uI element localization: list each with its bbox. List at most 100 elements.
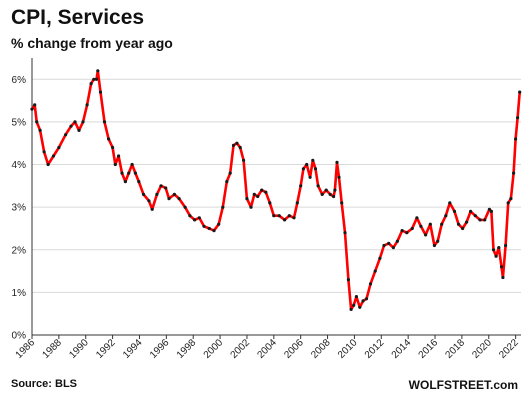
data-point [494,254,498,258]
x-tick-label: 1990 [67,337,91,361]
data-point [461,226,465,231]
x-tick-label: 1994 [121,337,145,361]
data-point [511,171,516,175]
y-tick-label: 6% [12,75,27,86]
data-point [364,297,369,301]
data-point [320,192,324,196]
data-point [264,190,268,194]
data-point [127,171,131,175]
data-point [98,90,103,94]
data-point [167,197,171,201]
series-layer [30,69,522,311]
data-point [51,154,56,158]
data-point [292,216,296,220]
data-point [308,175,312,179]
data-point [387,241,391,245]
x-tick-label: 2006 [282,337,306,361]
data-point [155,192,159,196]
data-point [483,218,487,222]
data-point [405,231,409,235]
data-point [35,120,39,124]
data-point [130,162,134,167]
chart-title: CPI, Services [11,6,145,29]
data-point [311,158,315,162]
data-point [147,199,151,203]
data-point [395,239,399,243]
data-point [343,231,347,235]
data-point [260,188,264,192]
data-point [33,103,37,107]
data-point [283,218,287,222]
data-point [137,180,141,184]
data-point [324,188,328,192]
data-point [117,154,121,158]
x-tick-label: 1988 [40,337,64,361]
x-tick-label: 2010 [336,337,360,361]
data-point [419,224,423,228]
data-point [305,162,309,167]
data-point [378,256,382,260]
y-tick-label: 3% [12,203,27,214]
data-point [242,158,246,162]
data-point [159,184,163,188]
watermark: WOLFSTREET.com [408,378,518,392]
data-point [120,171,124,175]
data-point [335,160,339,164]
data-point [231,143,236,147]
x-tick-label: 2002 [229,337,253,361]
data-point [268,201,272,205]
x-tick-label: 2018 [444,337,468,361]
data-point [46,162,50,167]
data-point [102,120,107,124]
series-line [30,69,522,311]
x-tick-label: 1996 [148,337,172,361]
data-point [400,229,404,233]
data-point [221,205,225,209]
data-point [197,216,201,220]
data-point [272,214,276,218]
data-point [295,201,299,205]
data-point [469,209,473,213]
data-point [42,150,46,154]
data-point [30,107,34,111]
data-point [368,282,373,286]
data-point [432,243,436,248]
data-point [202,224,206,228]
data-point [225,180,229,184]
data-point [73,120,77,124]
data-point [85,103,89,107]
data-point [228,171,232,175]
grid-layer [32,78,521,293]
data-point [107,137,111,141]
data-point [111,145,115,150]
data-point [277,214,281,218]
data-point [509,197,513,201]
data-point [358,305,362,309]
data-point [299,184,303,188]
data-point [506,201,510,205]
data-point [349,307,353,311]
y-tick-label: 0% [12,331,27,342]
data-point [504,243,508,248]
data-point [133,171,137,175]
x-tick-label: 1998 [175,337,199,361]
data-point [212,229,216,233]
data-point [340,201,344,205]
x-tick-label: 1992 [94,337,118,361]
data-point [252,192,256,196]
data-point [456,222,461,226]
data-point [346,278,350,282]
x-tick-label: 2016 [417,337,441,361]
y-tick-labels: 0% 1% 2% 3% 4% 5% 6% [12,75,27,342]
data-point [238,145,242,150]
y-tick-label: 2% [12,245,27,256]
data-point [287,214,291,218]
data-point [487,207,491,211]
data-point [333,188,337,192]
data-point [428,222,432,226]
x-tick-label: 2012 [363,337,387,361]
data-point [448,201,452,205]
data-point [77,128,81,132]
data-point [94,77,99,81]
x-tick-label: 2004 [255,337,279,361]
